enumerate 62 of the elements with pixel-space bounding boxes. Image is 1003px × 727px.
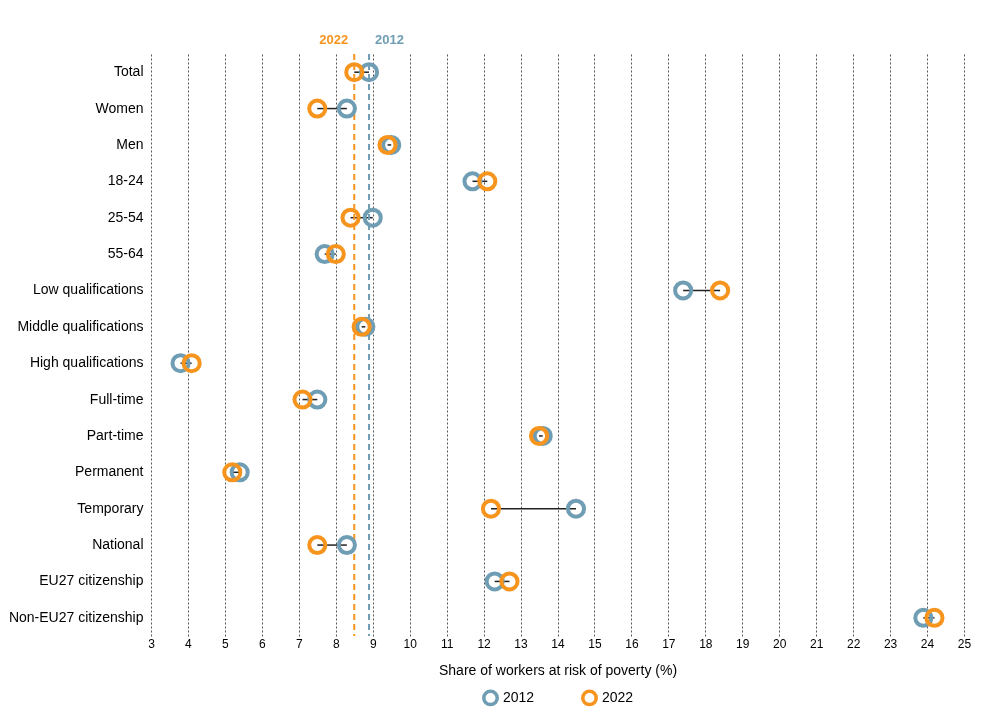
point <box>181 353 202 374</box>
x-tick-label: 23 <box>883 636 898 651</box>
point <box>344 62 365 83</box>
x-tick-label: 21 <box>810 636 824 651</box>
point <box>924 607 945 628</box>
x-tick-label: 25 <box>957 636 972 651</box>
x-tick-label: 24 <box>920 636 935 651</box>
text: 2012 <box>375 32 404 47</box>
y-tick-label: Middle qualifications <box>17 317 144 334</box>
y-tick-label: Low qualifications <box>32 281 144 298</box>
point <box>362 207 383 228</box>
x-tick-label: 6 <box>259 636 267 651</box>
y-tick-label: National <box>92 536 144 553</box>
point <box>565 498 587 519</box>
point <box>340 207 361 228</box>
x-tick-label: 22 <box>846 636 861 651</box>
x-tick-label: 20 <box>773 636 787 651</box>
x-tick-label: 18 <box>699 636 713 651</box>
y-tick-label: Temporary <box>77 499 144 516</box>
y-tick-label: Men <box>116 135 144 152</box>
point <box>477 171 498 192</box>
legend-label: 2012 <box>503 688 535 705</box>
y-tick-label: High qualifications <box>29 354 144 371</box>
y-tick-label: Full-time <box>89 390 144 407</box>
point <box>307 535 328 556</box>
point <box>325 244 346 265</box>
x-tick-label: 3 <box>148 636 156 651</box>
point <box>480 498 502 519</box>
y-tick-label: Non-EU27 citizenship <box>8 608 144 625</box>
x-tick-label: 15 <box>588 636 602 651</box>
x-tick-label: 17 <box>662 636 676 651</box>
x-tick-label: 11 <box>440 636 454 651</box>
x-tick-label: 14 <box>551 636 565 651</box>
point <box>292 389 313 410</box>
point <box>222 462 243 483</box>
point <box>499 571 520 592</box>
y-tick-label: Part-time <box>86 426 144 443</box>
y-tick-label: 55-64 <box>107 245 144 262</box>
x-tick-label: 19 <box>736 636 750 651</box>
y-tick-label: Permanent <box>75 463 144 480</box>
x-tick-label: 10 <box>403 636 418 651</box>
point <box>336 98 357 119</box>
x-tick-label: 9 <box>369 636 377 651</box>
x-tick-label: 5 <box>222 636 230 651</box>
point <box>673 280 694 301</box>
x-tick-label: 4 <box>185 636 193 651</box>
y-tick-label: 25-54 <box>107 208 144 225</box>
x-tick-label: 13 <box>514 636 529 651</box>
x-tick-label: 8 <box>332 636 340 651</box>
x-tick-label: 16 <box>625 636 639 651</box>
x-tick-label: 12 <box>477 636 492 651</box>
y-tick-label: Women <box>95 99 144 116</box>
legend-label: 2022 <box>602 688 634 705</box>
x-axis-title: Share of workers at risk of poverty (%) <box>438 661 678 678</box>
point <box>307 98 328 119</box>
y-tick-label: EU27 citizenship <box>39 572 144 589</box>
y-tick-label: Total <box>113 63 144 80</box>
point <box>336 535 357 556</box>
y-tick-label: 18-24 <box>107 172 144 189</box>
point <box>710 280 731 301</box>
x-tick-label: 7 <box>295 636 303 651</box>
text: 2022 <box>319 32 349 47</box>
